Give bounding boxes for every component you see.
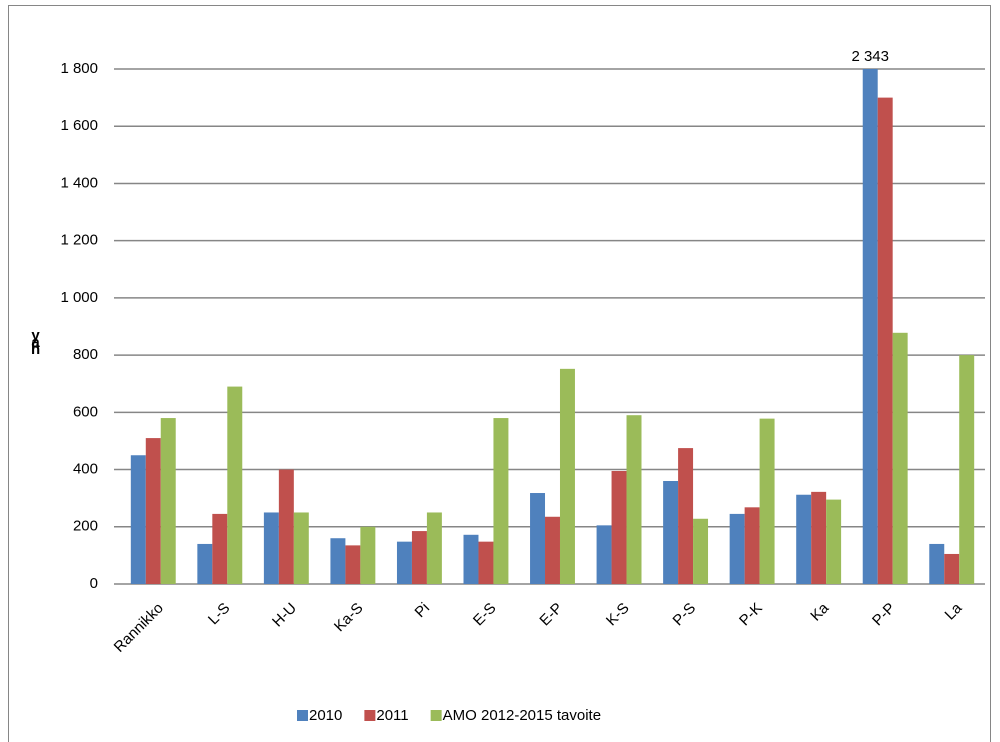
y-tick-label: 1 400	[60, 174, 98, 191]
chart-border	[8, 5, 991, 742]
bar	[744, 507, 760, 584]
legend-label: 2011	[376, 707, 408, 724]
y-tick-label: 1 200	[60, 232, 98, 249]
bar	[493, 418, 509, 584]
bar	[426, 512, 442, 584]
bar	[278, 469, 294, 584]
bar	[611, 470, 627, 584]
y-tick-label: 200	[73, 518, 98, 535]
bar	[959, 355, 975, 584]
bar	[227, 386, 243, 584]
legend-swatch	[297, 710, 308, 721]
bar	[330, 538, 346, 584]
bar	[130, 455, 146, 584]
bar	[530, 493, 546, 584]
y-tick-label: 1 800	[60, 60, 98, 77]
y-tick-label: 1 600	[60, 117, 98, 134]
bar	[693, 518, 709, 584]
bar	[663, 481, 679, 584]
bar	[545, 516, 560, 584]
y-tick-label: 800	[73, 346, 98, 363]
y-axis-label: yah	[27, 327, 44, 354]
legend-label: AMO 2012-2015 tavoite	[443, 707, 601, 724]
y-tick-label: 400	[73, 461, 98, 478]
bar	[559, 368, 575, 584]
bar	[796, 494, 812, 584]
bar	[197, 543, 213, 584]
bar	[293, 512, 309, 584]
bar	[396, 541, 412, 584]
bar	[892, 332, 908, 584]
bar	[360, 526, 376, 584]
legend-swatch	[430, 710, 442, 721]
bar	[345, 545, 361, 584]
bar	[877, 97, 893, 584]
bar	[411, 531, 427, 584]
bar	[463, 534, 479, 584]
bar	[929, 543, 945, 584]
bar	[212, 513, 228, 584]
bar	[263, 512, 279, 584]
bar	[811, 491, 827, 584]
bar	[944, 553, 960, 584]
bar	[729, 513, 745, 584]
value-label: 2 343	[851, 48, 889, 65]
bars	[130, 69, 975, 585]
bar	[826, 499, 842, 584]
legend-swatch	[364, 710, 376, 721]
legend-label: 2010	[309, 707, 342, 724]
y-tick-label: 0	[90, 575, 98, 592]
bar	[862, 69, 878, 585]
bar	[596, 525, 612, 584]
bar	[145, 438, 161, 584]
y-tick-label: 600	[73, 403, 98, 420]
bar	[759, 418, 775, 584]
y-tick-label: 1 000	[60, 289, 98, 306]
bar	[160, 418, 176, 584]
bar	[478, 541, 494, 584]
bar	[678, 448, 694, 584]
bar	[626, 415, 642, 584]
